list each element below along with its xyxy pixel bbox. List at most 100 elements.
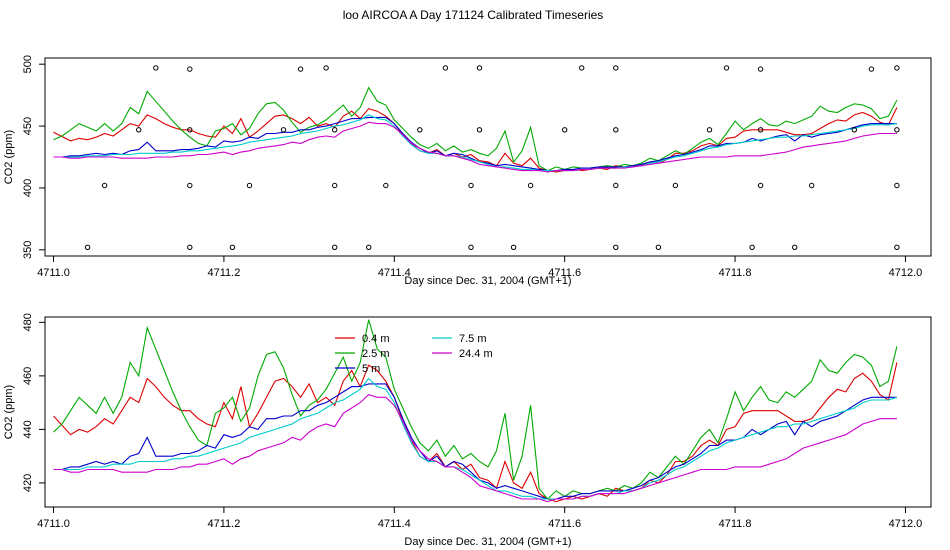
- reference-point: [153, 65, 159, 71]
- reference-point: [366, 244, 372, 251]
- bottom-y-axis: 420 440 460 480: [22, 313, 45, 492]
- x-tick-label: 4711.2: [207, 267, 240, 279]
- y-tick-label: 450: [22, 117, 34, 135]
- x-tick-label: 4711.8: [719, 518, 752, 530]
- reference-point: [476, 65, 483, 71]
- reference-point: [655, 244, 662, 251]
- legend-label: 5 m: [362, 363, 380, 375]
- x-tick-label: 4711.2: [207, 518, 240, 530]
- x-tick-label: 4711.6: [548, 267, 581, 279]
- series-line-5-m: [53, 383, 897, 500]
- legend-label: 24.4 m: [459, 348, 493, 360]
- series-line-2-5-m: [53, 86, 898, 172]
- reference-point: [527, 182, 534, 189]
- x-tick-label: 4711.6: [548, 518, 581, 530]
- x-tick-label: 4711.0: [37, 267, 70, 279]
- series-line-0-4-m: [53, 362, 898, 503]
- series-line-2-5-m: [53, 319, 898, 500]
- y-tick-label: 440: [22, 420, 34, 438]
- reference-point: [613, 65, 619, 71]
- series-line-24-4-m: [53, 121, 897, 173]
- reference-point: [868, 66, 875, 72]
- top-series-group: [53, 86, 898, 173]
- bottom-x-axis: 4711.0 4711.2 4711.4 4711.6 4711.8 4712.0: [37, 507, 922, 530]
- reference-point: [757, 66, 764, 72]
- reference-point: [332, 182, 338, 189]
- reference-point: [187, 244, 193, 251]
- legend: 0.4 m 2.5 m 5 m 7.5 m 24.4 m: [335, 333, 493, 375]
- bottom-x-axis-label: Day since Dec. 31, 2004 (GMT+1): [404, 536, 571, 548]
- top-x-axis-label: Day since Dec. 31, 2004 (GMT+1): [404, 275, 571, 287]
- reference-point: [510, 244, 517, 251]
- reference-point: [894, 65, 900, 71]
- reference-point: [672, 182, 679, 189]
- series-line-7-5-m: [53, 377, 898, 500]
- reference-point: [851, 127, 857, 133]
- reference-point: [579, 65, 585, 71]
- legend-label: 0.4 m: [362, 333, 390, 345]
- x-tick-label: 4711.4: [378, 518, 411, 530]
- reference-point: [84, 244, 91, 251]
- reference-point: [246, 182, 253, 189]
- series-line-7-5-m: [53, 114, 897, 172]
- reference-point: [187, 127, 193, 133]
- chart-title: loo AIRCOA A Day 171124 Calibrated Times…: [343, 8, 604, 22]
- reference-point: [187, 66, 193, 72]
- series-line-5-m: [53, 116, 897, 172]
- bottom-panel: 4711.0 4711.2 4711.4 4711.6 4711.8 4712.0 420…: [3, 313, 932, 548]
- bottom-series-group: [53, 319, 898, 503]
- reference-point: [468, 182, 474, 189]
- reference-point: [136, 127, 142, 133]
- x-tick-label: 4711.0: [37, 518, 70, 530]
- reference-point: [894, 127, 900, 133]
- reference-point: [476, 127, 483, 133]
- reference-point: [101, 182, 108, 189]
- reference-point: [809, 182, 815, 189]
- reference-point: [323, 65, 329, 71]
- reference-point: [417, 127, 423, 133]
- reference-point: [297, 66, 304, 72]
- x-tick-label: 4712.0: [889, 267, 923, 279]
- y-tick-label: 500: [22, 55, 34, 73]
- reference-point: [332, 127, 338, 133]
- reference-point: [229, 244, 236, 251]
- y-tick-label: 420: [22, 474, 34, 492]
- series-line-24-4-m: [53, 393, 897, 503]
- reference-point: [613, 244, 619, 251]
- x-tick-label: 4711.4: [378, 267, 411, 279]
- reference-point: [562, 127, 568, 133]
- bottom-y-axis-label: CO2 (ppm): [3, 385, 15, 439]
- reference-point: [757, 182, 764, 189]
- bottom-plot-frame: [44, 316, 932, 508]
- reference-point: [706, 127, 713, 133]
- top-y-axis-label: CO2 (ppm): [3, 130, 15, 184]
- reference-point: [723, 65, 730, 71]
- legend-label: 2.5 m: [362, 348, 390, 360]
- reference-point: [468, 244, 474, 251]
- top-points-group: [84, 65, 900, 251]
- reference-point: [613, 182, 619, 189]
- series-line-0-4-m: [53, 107, 898, 173]
- reference-point: [383, 182, 389, 189]
- y-tick-label: 400: [22, 179, 34, 197]
- reference-point: [894, 244, 900, 251]
- reference-point: [749, 244, 755, 251]
- reference-point: [442, 65, 449, 71]
- top-y-axis: 350 400 450 500: [22, 55, 45, 259]
- top-plot-frame: [44, 57, 932, 257]
- legend-label: 7.5 m: [459, 333, 487, 345]
- reference-point: [792, 244, 798, 251]
- y-tick-label: 350: [22, 241, 34, 259]
- reference-point: [332, 244, 338, 251]
- reference-point: [280, 127, 287, 133]
- reference-point: [187, 182, 193, 189]
- reference-point: [894, 182, 900, 189]
- y-tick-label: 460: [22, 367, 34, 385]
- x-tick-label: 4712.0: [889, 518, 923, 530]
- top-x-axis: 4711.0 4711.2 4711.4 4711.6 4711.8 4712.0: [37, 256, 922, 279]
- reference-point: [613, 127, 619, 133]
- top-panel: 4711.0 4711.2 4711.4 4711.6 4711.8 4712.0 350…: [3, 55, 932, 287]
- reference-point: [757, 127, 764, 133]
- x-tick-label: 4711.8: [719, 267, 752, 279]
